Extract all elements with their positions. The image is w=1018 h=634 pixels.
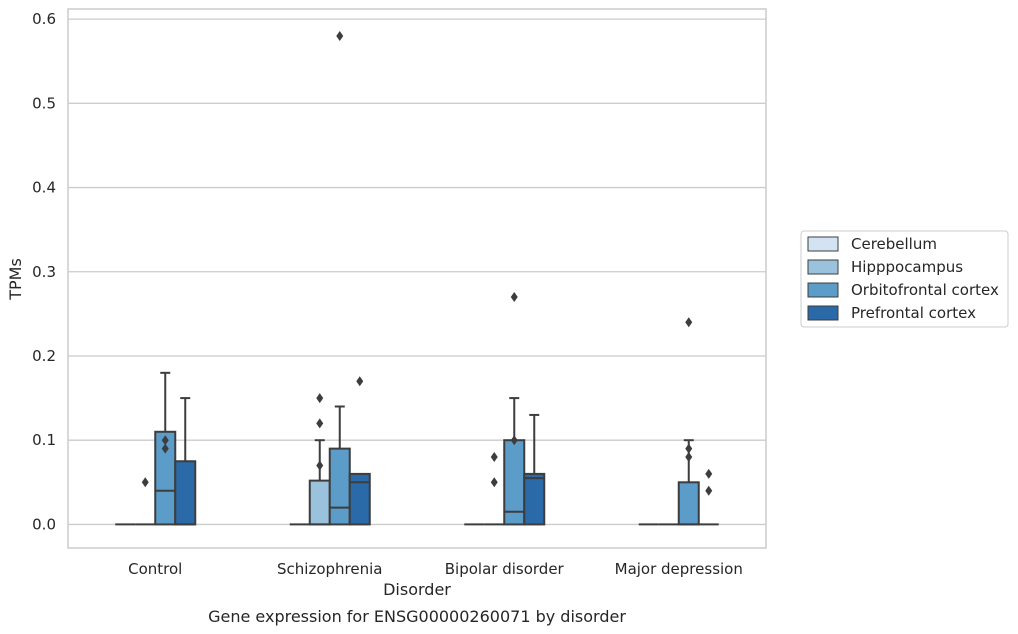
outlier-point bbox=[161, 443, 169, 454]
x-tick-label: Control bbox=[128, 560, 182, 578]
y-tick-label: 0.6 bbox=[32, 10, 56, 28]
outlier-point bbox=[510, 292, 518, 303]
outlier-point bbox=[705, 468, 713, 479]
outlier-point bbox=[685, 443, 693, 454]
x-tick-labels: Control Schizophrenia Bipolar disorder Majo… bbox=[128, 560, 743, 578]
box-hipppocampus bbox=[308, 393, 331, 526]
box bbox=[523, 472, 546, 526]
outlier-point bbox=[490, 477, 498, 488]
outlier-point bbox=[510, 435, 518, 446]
outlier-point bbox=[685, 317, 693, 328]
outlier-point bbox=[316, 460, 324, 471]
box-orbitofrontal-cortex bbox=[677, 317, 700, 526]
legend-label: Cerebellum bbox=[851, 235, 937, 253]
y-tick-label: 0.4 bbox=[32, 179, 56, 197]
box-prefrontal-cortex bbox=[348, 376, 371, 526]
y-tick-label: 0.5 bbox=[32, 94, 56, 112]
box-orbitofrontal-cortex bbox=[154, 371, 177, 526]
y-tick-label: 0.0 bbox=[32, 515, 56, 533]
box bbox=[348, 472, 371, 526]
legend-label: Hipppocampus bbox=[851, 258, 963, 276]
legend-swatch bbox=[807, 236, 839, 252]
y-tick-labels: 0.0 0.1 0.2 0.3 0.4 0.5 0.6 bbox=[32, 10, 56, 533]
plot-frame bbox=[67, 8, 767, 549]
outlier-point bbox=[705, 485, 713, 496]
legend-swatch bbox=[807, 305, 839, 321]
x-tick-label: Schizophrenia bbox=[277, 560, 382, 578]
legend-label: Prefrontal cortex bbox=[851, 304, 976, 322]
legend-swatch bbox=[807, 282, 839, 298]
outlier-point bbox=[316, 393, 324, 404]
figure-caption: Gene expression for ENSG00000260071 by d… bbox=[208, 607, 626, 626]
y-tick-label: 0.3 bbox=[32, 263, 56, 281]
outlier-point bbox=[316, 418, 324, 429]
legend: Cerebellum Hipppocampus Orbitofrontal cort… bbox=[800, 230, 1009, 328]
box-orbitofrontal-cortex bbox=[328, 30, 351, 526]
y-tick-label: 0.2 bbox=[32, 347, 56, 365]
outlier-point bbox=[685, 452, 693, 463]
x-tick-label: Major depression bbox=[615, 560, 743, 578]
box-hipppocampus bbox=[135, 477, 156, 526]
outlier-point bbox=[490, 452, 498, 463]
box-prefrontal-cortex bbox=[174, 397, 197, 526]
x-tick-label: Bipolar disorder bbox=[445, 560, 565, 578]
outlier-point bbox=[336, 30, 344, 41]
x-axis-label: Disorder bbox=[383, 580, 451, 599]
box-prefrontal-cortex bbox=[523, 413, 546, 526]
legend-frame bbox=[800, 230, 1009, 328]
box-prefrontal-cortex bbox=[698, 468, 719, 526]
box-hipppocampus bbox=[484, 452, 505, 526]
box bbox=[328, 447, 351, 526]
box bbox=[677, 481, 700, 526]
legend-label: Orbitofrontal cortex bbox=[851, 281, 999, 299]
legend-swatch bbox=[807, 259, 839, 275]
y-axis-label: TPMs bbox=[6, 258, 25, 301]
box bbox=[174, 460, 197, 526]
box bbox=[308, 479, 331, 526]
outlier-point bbox=[161, 435, 169, 446]
y-tick-label: 0.1 bbox=[32, 431, 56, 449]
outlier-point bbox=[356, 376, 364, 387]
box-plot-marks bbox=[115, 30, 719, 526]
box-orbitofrontal-cortex bbox=[503, 292, 526, 526]
outlier-point bbox=[141, 477, 149, 488]
